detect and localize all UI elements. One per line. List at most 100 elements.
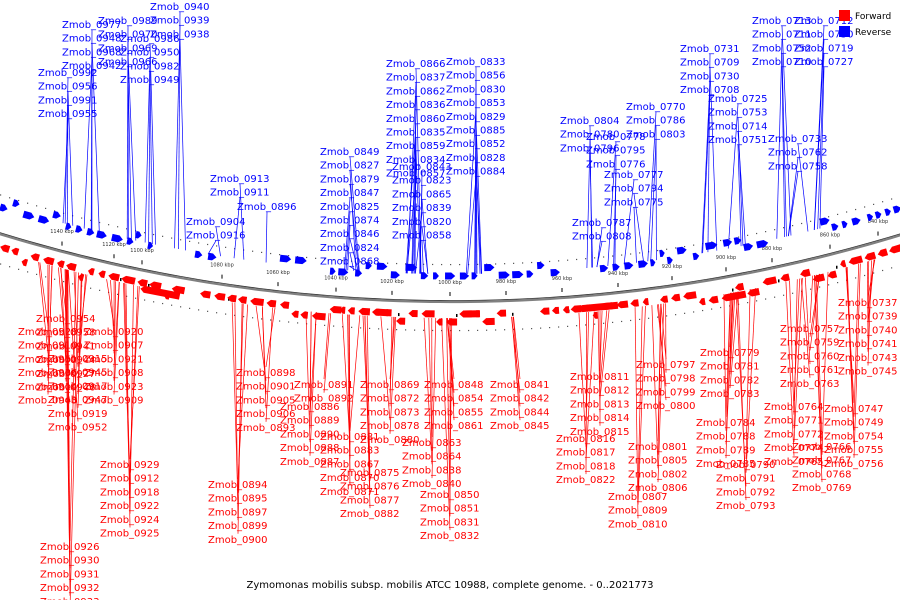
- reverse-gene-label: Zmob_0836: [386, 100, 446, 111]
- reverse-gene-arrow: [831, 223, 839, 231]
- forward-gene-label: Zmob_0743: [838, 353, 898, 364]
- reverse-gene-arrow: [692, 252, 700, 261]
- label-leader: [660, 303, 667, 360]
- label-leader: [809, 273, 820, 337]
- guide-dot: [54, 210, 56, 212]
- guide-dot: [504, 329, 506, 331]
- guide-dot: [243, 316, 245, 318]
- label-leader: [125, 283, 131, 528]
- forward-label-group: Zmob_0898Zmob_0901Zmob_0905Zmob_0906Zmob…: [208, 302, 354, 546]
- forward-gene-label: Zmob_0882: [340, 509, 400, 520]
- label-leader: [737, 145, 742, 247]
- label-leader: [77, 273, 83, 408]
- label-leader: [745, 289, 751, 460]
- reverse-gene-label: Zmob_0829: [446, 112, 506, 123]
- label-leader: [91, 43, 100, 233]
- reverse-gene-label: Zmob_0762: [768, 148, 828, 159]
- guide-dot: [630, 319, 632, 322]
- label-leader: [127, 67, 132, 240]
- reverse-gene-label: Zmob_0824: [320, 243, 380, 254]
- guide-dot: [270, 319, 272, 321]
- guide-dot: [828, 284, 830, 286]
- reverse-gene-label: Zmob_0896: [237, 202, 297, 213]
- guide-dot: [126, 295, 128, 297]
- forward-gene-label: Zmob_0793: [716, 501, 776, 512]
- label-leader: [69, 271, 77, 542]
- reverse-gene-label: Zmob_0940: [150, 2, 210, 13]
- forward-gene-label: Zmob_0923: [84, 382, 144, 393]
- guide-dot: [261, 251, 263, 254]
- reverse-gene-arrow: [22, 210, 35, 220]
- label-leader: [77, 273, 82, 395]
- guide-dot: [45, 207, 47, 210]
- label-leader: [347, 314, 351, 486]
- reverse-gene-arrow: [459, 272, 470, 280]
- reverse-gene-label: Zmob_0777: [604, 170, 664, 181]
- label-leader: [415, 151, 421, 274]
- reverse-gene-label: Zmob_0884: [446, 167, 506, 178]
- forward-gene-label: Zmob_0755: [824, 445, 884, 456]
- forward-label-group: Zmob_0869 Zmob_0872 Zmob_0873 Zmob_0878 Zmob…: [320, 314, 420, 520]
- reverse-gene-label: Zmob_0856: [446, 71, 506, 82]
- reverse-gene-label: Zmob_0786: [626, 116, 686, 127]
- guide-dot: [117, 226, 119, 228]
- reverse-gene-label: Zmob_0752: [752, 43, 812, 54]
- forward-gene-label: Zmob_0756: [824, 459, 884, 470]
- reverse-gene-label: Zmob_0834: [386, 155, 446, 166]
- reverse-gene-label: Zmob_0866: [386, 59, 446, 70]
- label-leader: [634, 307, 639, 519]
- reverse-gene-arrow: [733, 237, 742, 245]
- tick-label: 1040 kbp: [324, 276, 348, 282]
- guide-dot: [810, 288, 812, 290]
- guide-dot: [504, 263, 506, 265]
- scale-mark: [148, 283, 150, 287]
- label-leader: [149, 43, 156, 245]
- label-leader: [423, 317, 433, 465]
- guide-dot: [153, 233, 155, 236]
- reverse-gene-arrow: [512, 271, 524, 279]
- reverse-gene-label: Zmob_0874: [320, 216, 380, 227]
- label-leader: [265, 307, 276, 368]
- label-leader: [599, 310, 608, 385]
- reverse-gene-arrow: [498, 271, 510, 279]
- reverse-gene-label: Zmob_0986: [120, 34, 180, 45]
- label-leader: [475, 121, 483, 274]
- label-leader: [781, 53, 787, 237]
- guide-dot: [531, 261, 533, 264]
- label-leader: [421, 226, 429, 274]
- forward-gene-arrow: [57, 260, 65, 269]
- forward-gene-arrow: [347, 307, 355, 315]
- forward-gene-arrow: [137, 279, 148, 288]
- label-leader: [83, 57, 93, 229]
- forward-gene-arrow: [827, 270, 838, 279]
- guide-dot: [63, 280, 65, 283]
- reverse-gene-label: Zmob_0710: [752, 57, 812, 68]
- forward-gene-label: Zmob_0933: [40, 597, 100, 600]
- reverse-gene-arrow: [376, 262, 388, 270]
- label-leader: [113, 281, 120, 368]
- reverse-gene-label: Zmob_0835: [386, 128, 446, 139]
- reverse-gene-arrow: [207, 252, 217, 261]
- guide-dot: [558, 326, 560, 328]
- label-leader: [406, 178, 417, 274]
- forward-gene-label: Zmob_0802: [628, 469, 688, 480]
- guide-dot: [630, 253, 632, 255]
- reverse-gene-label: Zmob_0780: [560, 130, 620, 141]
- forward-gene-label: Zmob_0806: [628, 483, 688, 494]
- forward-gene-arrow: [840, 259, 847, 268]
- guide-dot: [891, 198, 893, 200]
- reverse-gene-label: Zmob_0849: [320, 147, 380, 158]
- label-leader: [817, 53, 825, 230]
- reverse-gene-arrow: [659, 249, 665, 258]
- guide-dot: [522, 328, 524, 330]
- forward-gene-label: Zmob_0910: [18, 341, 78, 352]
- label-leader: [349, 239, 359, 272]
- reverse-gene-arrow: [135, 231, 142, 239]
- label-leader: [309, 312, 317, 456]
- guide-dot: [666, 248, 668, 250]
- label-leader: [127, 53, 137, 241]
- guide-dot: [396, 262, 398, 265]
- reverse-gene-label: Zmob_0711: [752, 30, 812, 41]
- label-leader: [60, 268, 67, 368]
- reverse-gene-label: Zmob_0949: [120, 75, 180, 86]
